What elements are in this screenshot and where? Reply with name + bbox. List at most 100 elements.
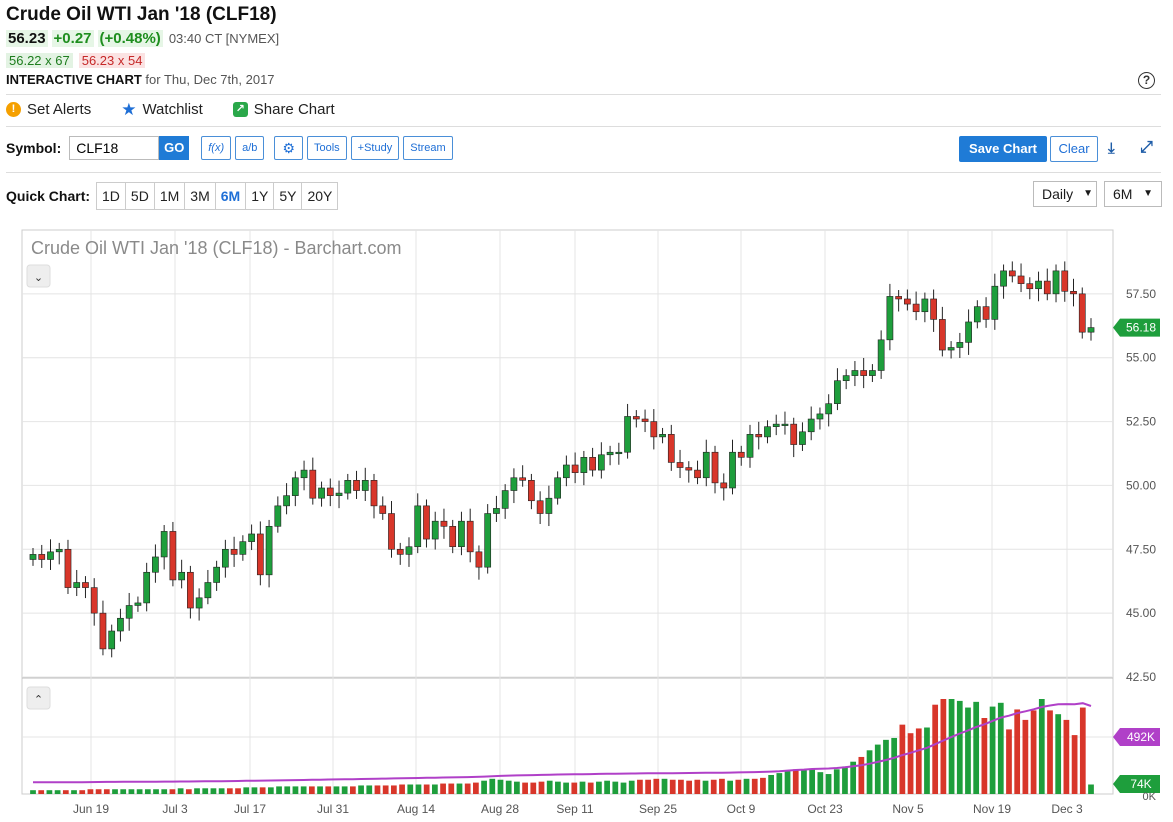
candle-body: [55, 548, 63, 553]
volume-bar: [571, 782, 578, 794]
share-chart-button[interactable]: ↗ Share Chart: [232, 101, 335, 118]
watchlist-button[interactable]: ★ Watchlist: [121, 101, 203, 118]
volume-bar: [144, 789, 151, 794]
last-price-label: 56.18: [1126, 321, 1156, 335]
tools-button[interactable]: Tools: [306, 136, 347, 160]
volume-bar: [423, 784, 430, 794]
function-button[interactable]: f(x): [201, 136, 232, 160]
volume-bar: [883, 739, 889, 794]
chart-label: INTERACTIVE CHART: [6, 72, 142, 87]
candle-body: [632, 416, 640, 420]
volume-bar: [1006, 729, 1012, 794]
candle-body: [265, 525, 273, 576]
volume-bar: [1071, 735, 1078, 794]
range-button-20y[interactable]: 20Y: [307, 188, 333, 204]
volume-bar: [432, 784, 438, 794]
volume-bar: [653, 778, 660, 794]
range-button-1y[interactable]: 1Y: [246, 183, 275, 209]
candle-body: [1035, 280, 1042, 290]
volume-bar: [292, 786, 299, 794]
volume-bar: [817, 772, 824, 794]
help-icon[interactable]: ?: [1138, 72, 1155, 89]
volume-bar: [136, 789, 143, 794]
candle-body: [291, 477, 299, 496]
period-select[interactable]: 6M ▼: [1104, 181, 1162, 207]
volume-bar: [661, 778, 668, 794]
range-button-1d[interactable]: 1D: [97, 183, 126, 209]
volume-bar: [505, 780, 512, 794]
divider: [6, 172, 1161, 173]
candle-body: [29, 554, 37, 560]
collapse-button: [26, 264, 51, 288]
download-icon[interactable]: ⤓: [1108, 140, 1115, 157]
candle-body: [869, 370, 876, 376]
candle-body: [73, 582, 81, 588]
candle-body: [676, 462, 684, 468]
range-buttons: 1D 5D 1M 3M 6M 1Y 5Y 20Y: [96, 182, 339, 210]
candle-body: [825, 403, 833, 415]
candle-body: [117, 617, 124, 632]
candle-body: [606, 451, 614, 456]
volume-bar: [1063, 719, 1070, 794]
stream-button[interactable]: Stream: [403, 136, 453, 160]
alert-icon: !: [6, 102, 21, 117]
candle-body: [755, 434, 763, 438]
go-button[interactable]: GO: [159, 136, 190, 160]
symbol-toolbar: Symbol: GO f(x) a/b ⚙ Tools +Study Strea…: [6, 136, 457, 160]
candle-body: [1087, 327, 1095, 333]
volume-bar: [702, 780, 709, 794]
candle-body: [764, 426, 771, 438]
add-study-button[interactable]: +Study: [350, 136, 400, 160]
range-button-1m[interactable]: 1M: [155, 183, 186, 209]
gear-icon: ⚙: [282, 140, 295, 156]
expand-icon[interactable]: ⤢: [1140, 139, 1153, 156]
chevron-down-icon: ⌄: [34, 272, 43, 284]
volume-bar: [226, 788, 233, 794]
candle-body: [947, 347, 955, 351]
ratio-button[interactable]: a/b: [235, 136, 265, 160]
candle-body: [1000, 270, 1007, 287]
candle-body: [1070, 291, 1077, 295]
candle-body: [563, 464, 570, 479]
range-button-5d[interactable]: 5D: [126, 183, 155, 209]
candle-body: [772, 423, 780, 427]
volume-bar: [415, 784, 422, 794]
candle-body: [143, 571, 151, 604]
volume-bar: [678, 779, 684, 794]
volume-bar: [710, 779, 717, 794]
divider: [6, 94, 1161, 95]
candle-body: [746, 434, 754, 458]
symbol-input[interactable]: [69, 136, 160, 160]
watchlist-label: Watchlist: [142, 101, 203, 118]
range-button-5y[interactable]: 5Y: [274, 183, 303, 209]
volume-bar: [382, 785, 389, 794]
save-chart-button[interactable]: Save Chart: [959, 136, 1047, 162]
volume-bar: [46, 790, 53, 794]
interval-select[interactable]: Daily ▼: [1033, 181, 1097, 207]
x-tick-label: Dec 3: [1051, 802, 1083, 816]
volume-bar: [399, 784, 405, 794]
candle-body: [685, 467, 693, 471]
volume-bar: [555, 781, 561, 794]
clear-button[interactable]: Clear: [1050, 136, 1098, 162]
x-tick-label: Jul 17: [234, 802, 266, 816]
page-title: Crude Oil WTI Jan '18 (CLF18): [6, 4, 277, 25]
candle-body: [274, 505, 282, 527]
price-chart[interactable]: 42.50 45.00 47.50 50.00 52.50 55.00 57.50 Jun 1…: [0, 222, 1173, 822]
set-alerts-button[interactable]: ! Set Alerts: [6, 101, 91, 118]
volume-bar: [538, 781, 545, 794]
last-price: 56.23: [6, 30, 48, 47]
settings-button[interactable]: ⚙: [274, 136, 303, 160]
range-button-6m[interactable]: 6M: [216, 183, 247, 209]
candle-body: [82, 582, 89, 588]
period-value: 6M: [1113, 186, 1133, 202]
x-tick-label: Nov 5: [892, 802, 924, 816]
volume-bar: [267, 787, 274, 794]
chevron-up-icon: ⌃: [34, 694, 43, 706]
x-tick-label: Jul 3: [162, 802, 188, 816]
candle-body: [222, 548, 229, 568]
volume-bar: [669, 779, 676, 794]
candle-body: [536, 500, 544, 514]
range-button-3m[interactable]: 3M: [185, 183, 216, 209]
candle-body: [930, 298, 937, 320]
